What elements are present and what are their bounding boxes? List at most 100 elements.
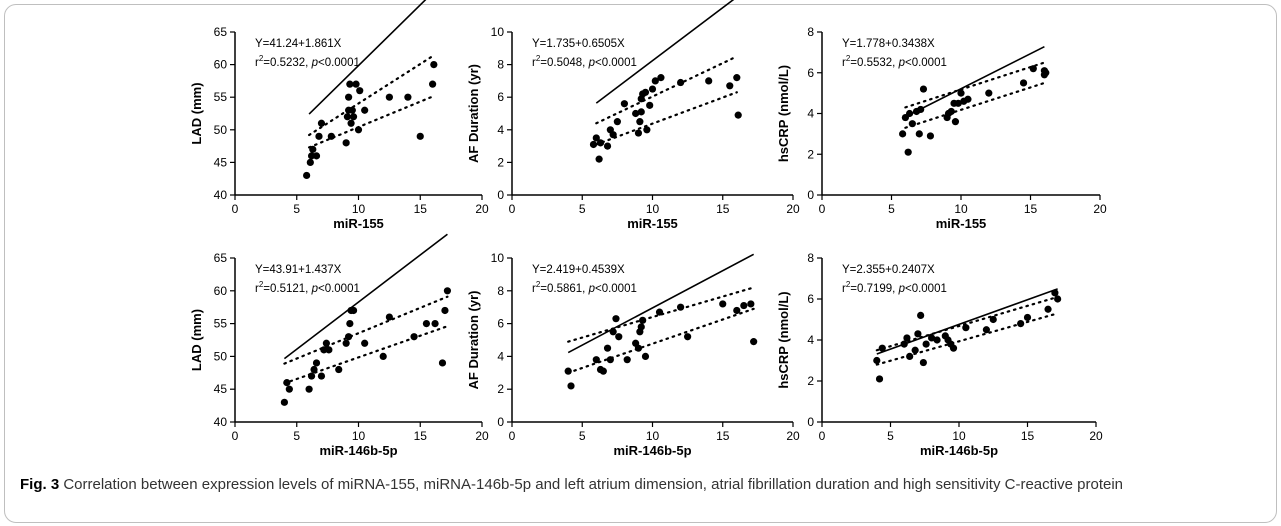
- data-point: [603, 344, 612, 352]
- data-point: [615, 333, 623, 341]
- ci-lower-line: [308, 95, 434, 149]
- y-tick-label: 50: [214, 349, 228, 363]
- ci-lower-line: [567, 307, 755, 374]
- data-point: [592, 134, 600, 142]
- data-point: [354, 126, 363, 134]
- data-point: [613, 118, 621, 126]
- data-point: [982, 326, 991, 334]
- data-point: [719, 300, 727, 308]
- data-point: [441, 306, 449, 315]
- data-point: [747, 300, 755, 308]
- x-tick-label: 0: [232, 202, 239, 216]
- x-tick-label: 20: [786, 429, 800, 443]
- data-point: [410, 333, 418, 341]
- data-point: [900, 340, 908, 348]
- y-axis-label: LAD (mm): [189, 82, 204, 144]
- y-tick-label: 4: [807, 107, 814, 121]
- x-tick-label: 20: [1089, 429, 1103, 443]
- y-tick-label: 65: [214, 251, 228, 265]
- data-point: [643, 126, 651, 134]
- data-point: [595, 155, 603, 163]
- data-point: [928, 334, 936, 342]
- data-point: [989, 315, 997, 324]
- data-point: [280, 398, 288, 406]
- data-point: [335, 365, 343, 374]
- data-point: [342, 339, 350, 347]
- data-point: [639, 316, 647, 324]
- x-tick-label: 0: [819, 202, 826, 216]
- x-tick-label: 5: [293, 202, 300, 216]
- y-tick-label: 2: [807, 147, 814, 161]
- data-point: [657, 74, 665, 82]
- data-point: [327, 132, 335, 140]
- y-tick-label: 0: [497, 188, 504, 202]
- regression-equation: Y=2.419+0.4539X: [532, 264, 625, 276]
- data-point: [947, 107, 955, 116]
- data-point: [878, 344, 886, 352]
- y-axis-label: LAD (mm): [189, 309, 204, 371]
- data-point: [596, 139, 605, 147]
- data-point: [634, 344, 643, 352]
- data-point: [309, 145, 317, 153]
- data-point: [1017, 320, 1025, 328]
- regression-line: [283, 233, 448, 360]
- data-point: [305, 385, 313, 393]
- data-point: [906, 352, 914, 360]
- data-point: [320, 346, 328, 354]
- regression-equation: Y=41.24+1.861X: [255, 38, 342, 50]
- data-point: [648, 85, 657, 93]
- x-tick-label: 0: [509, 202, 516, 216]
- data-point: [612, 315, 620, 323]
- y-tick-label: 0: [807, 415, 814, 429]
- r-squared-p-value: r2=0.5048, p<0.0001: [532, 54, 637, 69]
- x-tick-label: 5: [887, 429, 894, 443]
- ci-lower-line: [595, 91, 738, 146]
- data-point: [379, 352, 387, 360]
- data-point: [646, 101, 654, 109]
- ci-lower-line: [904, 81, 1046, 129]
- data-point: [307, 152, 316, 160]
- y-tick-label: 55: [214, 90, 228, 104]
- y-tick-label: 45: [214, 382, 228, 396]
- figure-caption-text: Correlation between expression levels of…: [63, 476, 1124, 493]
- r-squared-p-value: r2=0.7199, p<0.0001: [842, 280, 947, 295]
- data-point: [352, 80, 360, 88]
- data-point: [346, 80, 354, 88]
- data-point: [385, 93, 393, 101]
- data-point: [705, 77, 713, 85]
- regression-equation: Y=1.778+0.3438X: [842, 38, 935, 50]
- data-point: [592, 356, 600, 364]
- data-point: [641, 352, 650, 360]
- y-axis-label: hsCRP (nmol/L): [776, 65, 791, 162]
- data-point: [589, 140, 598, 149]
- data-point: [899, 130, 907, 138]
- data-point: [911, 346, 919, 354]
- data-point: [1054, 295, 1062, 303]
- data-point: [416, 132, 424, 140]
- x-axis-label: miR-146b-5p: [319, 443, 397, 458]
- data-point: [903, 334, 911, 342]
- ci-upper-line: [595, 55, 738, 125]
- x-tick-label: 10: [646, 429, 660, 443]
- x-axis-label: miR-146b-5p: [920, 443, 998, 458]
- data-point: [312, 152, 321, 160]
- data-point: [430, 61, 438, 69]
- data-point: [651, 77, 659, 85]
- ci-upper-line: [904, 61, 1046, 109]
- data-point: [875, 375, 884, 383]
- data-point: [606, 356, 614, 364]
- scatter-panel-6: 0 5 10 15 20 0 2 4 6 8 miR-146b-5p hsCRP (nmol/L) Y=…: [776, 251, 1103, 458]
- scatter-panel-3: 0 5 10 15 20 0 2 4 6 8 miR-155 hsCRP (nmol/L) Y=1.77…: [776, 25, 1107, 231]
- y-tick-label: 60: [214, 58, 228, 72]
- data-point: [623, 356, 631, 364]
- data-point: [726, 82, 734, 90]
- data-point: [954, 99, 962, 107]
- data-point: [919, 85, 928, 93]
- y-tick-label: 8: [497, 58, 504, 72]
- data-point: [303, 171, 311, 180]
- data-point: [919, 358, 927, 367]
- data-point: [926, 132, 935, 140]
- x-tick-label: 5: [579, 429, 586, 443]
- regression-equation: Y=1.735+0.6505X: [532, 38, 625, 50]
- data-point: [422, 320, 431, 328]
